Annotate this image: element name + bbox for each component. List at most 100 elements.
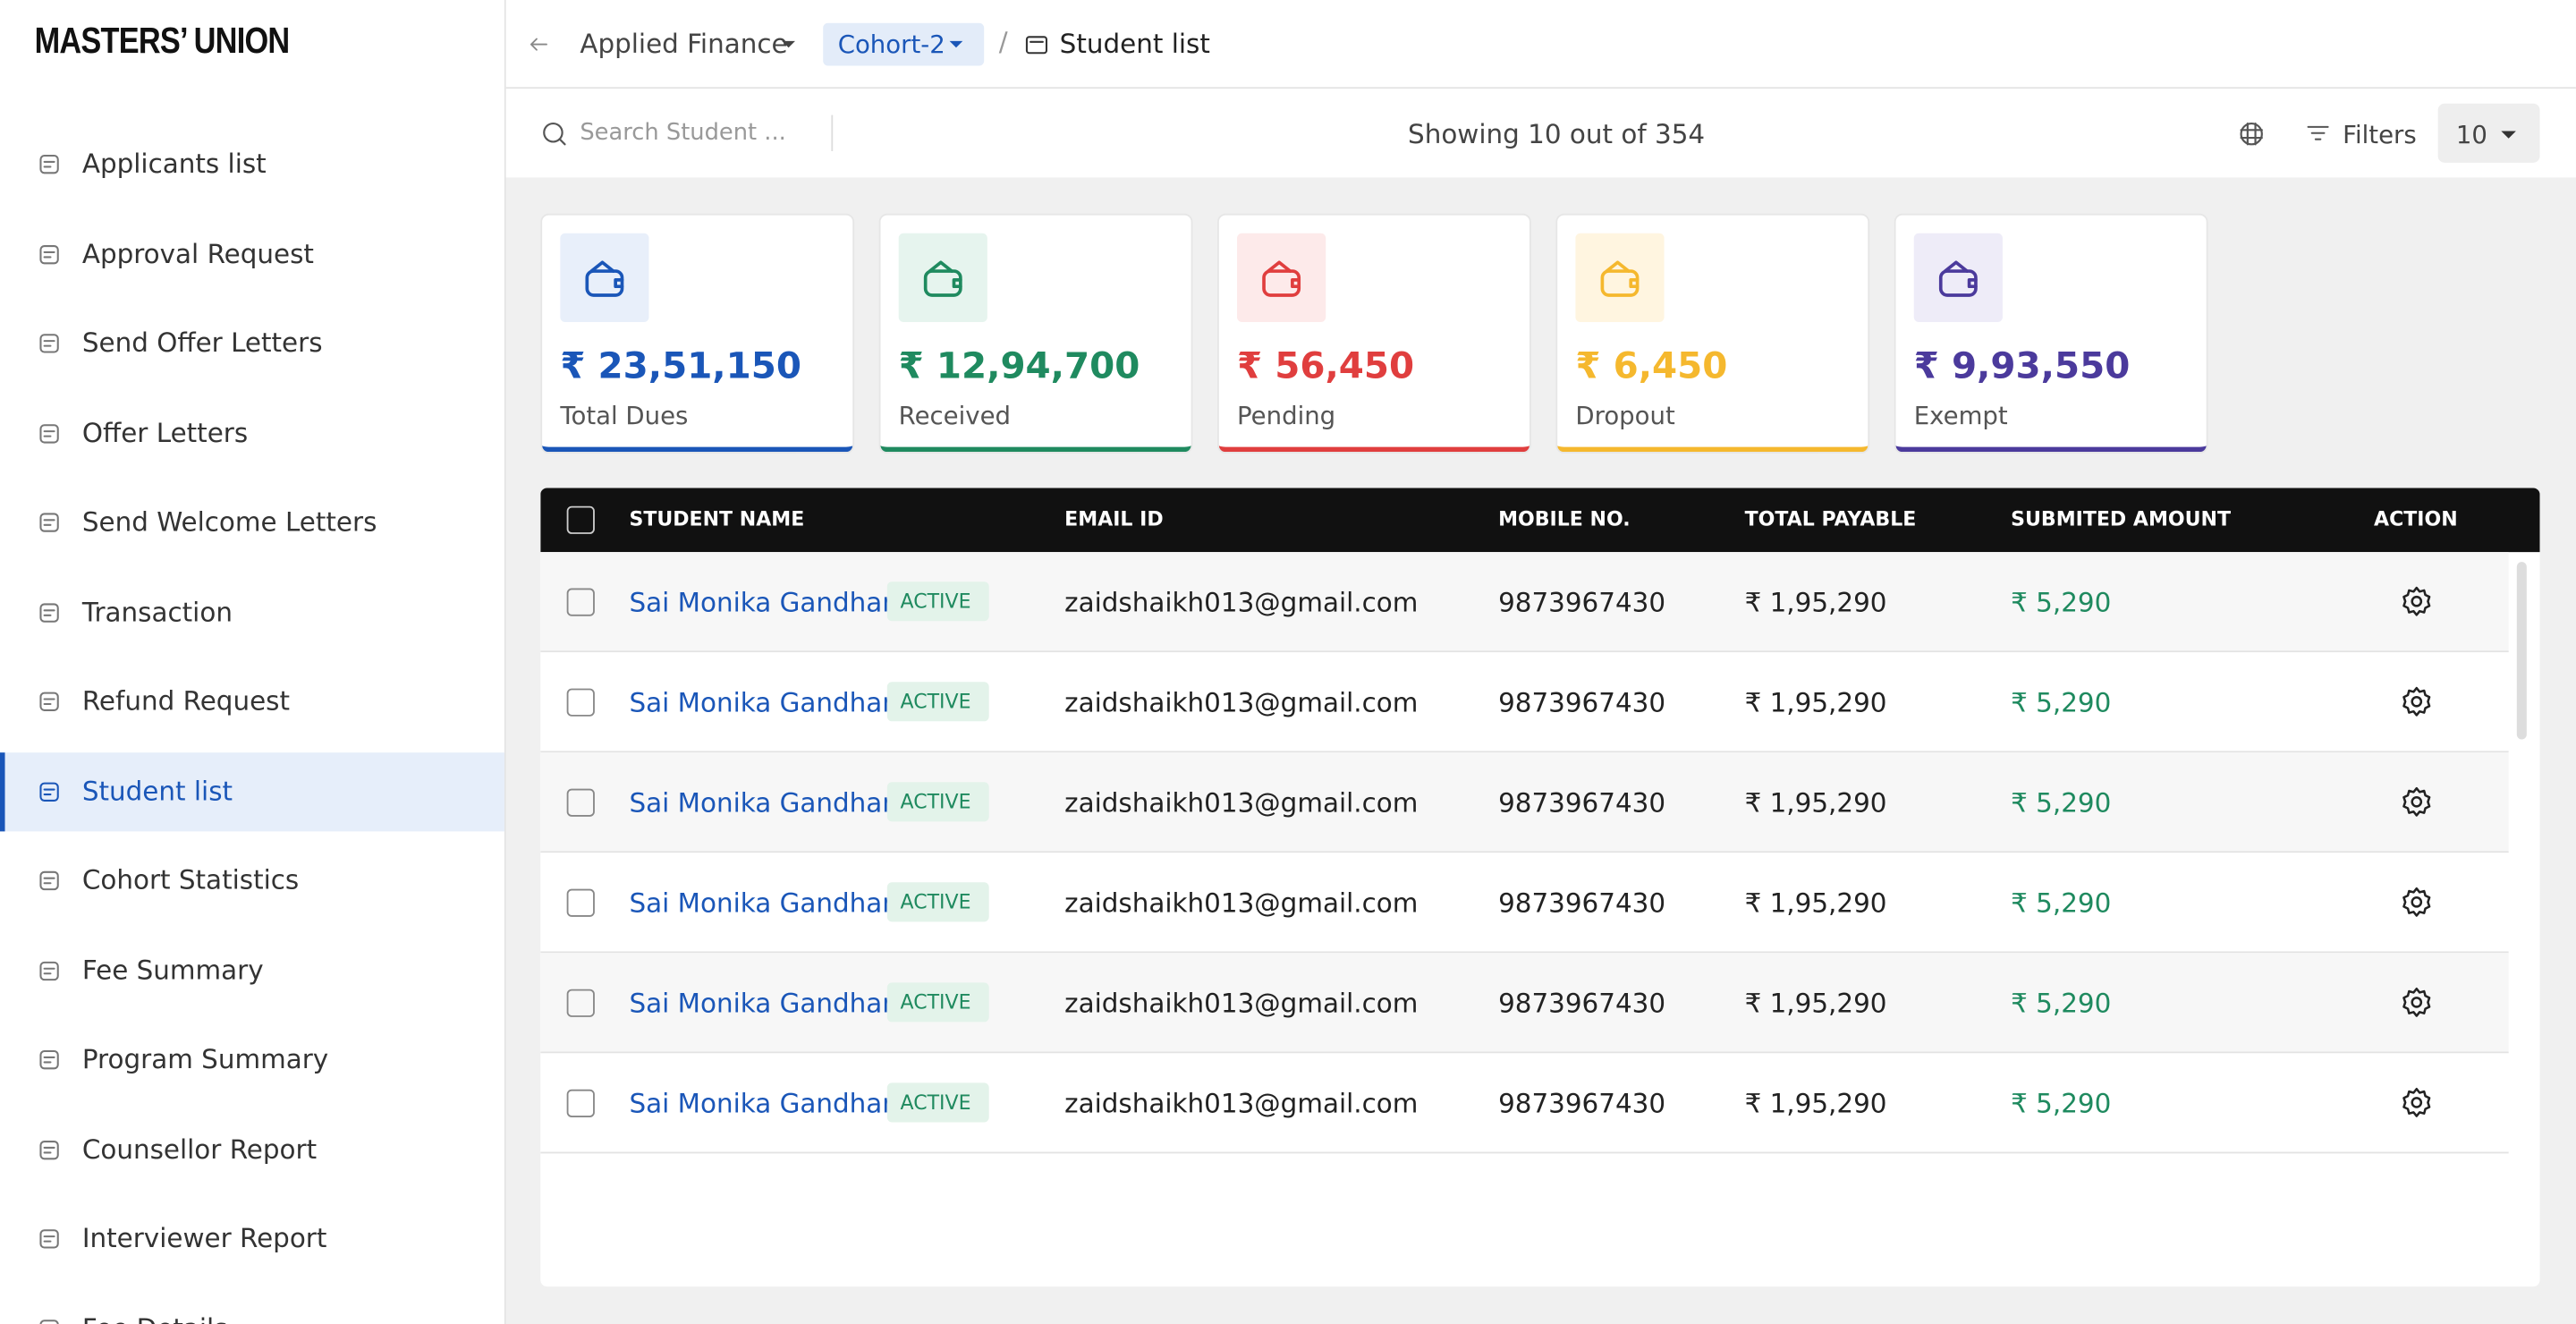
icon-part (39, 781, 59, 802)
card-icon-box (1237, 233, 1326, 322)
toolbar-divider (831, 115, 834, 151)
settings-button[interactable] (2399, 984, 2435, 1020)
sidebar-item[interactable]: Program Summary (0, 1021, 504, 1099)
icon-part (43, 787, 55, 795)
table-row: Sai Monika Gandham ACTIVE zaidshaikh013@gm… (540, 853, 2509, 954)
scrollbar-thumb (2516, 562, 2527, 740)
column-header: MOBILE NO. (1498, 507, 1631, 531)
sidebar-item[interactable]: Student list (0, 751, 504, 831)
icon-part (1600, 269, 1640, 297)
grid-toggle[interactable] (2236, 118, 2267, 149)
icon-part (782, 40, 795, 48)
card-icon (1938, 260, 1978, 297)
icon-part (923, 269, 962, 297)
mobile: 9873967430 (1498, 887, 1666, 919)
icon-part (1291, 278, 1301, 289)
status-badge: ACTIVE (886, 782, 989, 822)
icon-part (2411, 595, 2423, 607)
icon-part (39, 1229, 59, 1249)
cohort-select[interactable]: Cohort-2 (837, 30, 945, 60)
sidebar-item[interactable]: Refund Request (0, 662, 504, 741)
icon-part (2307, 125, 2329, 140)
card-icon (1262, 260, 1301, 297)
icon-part (39, 1140, 59, 1159)
row-checkbox[interactable] (566, 1089, 595, 1117)
sidebar-item[interactable]: Cohort Statistics (0, 841, 504, 920)
submitted-amount: ₹ 5,290 (2011, 786, 2112, 819)
summary-card: ₹ 23,51,150 Total Dues (542, 215, 853, 453)
student-table: STUDENT NAME EMAIL ID MOBILE NO. TOTAL PAYA… (540, 488, 2540, 1287)
sidebar-item[interactable]: Interviewer Report (0, 1200, 504, 1278)
row-checkbox[interactable] (566, 888, 595, 917)
sidebar-icon (39, 244, 59, 264)
row-checkbox[interactable] (566, 688, 595, 717)
email: zaidshaikh013@gmail.com (1064, 887, 1419, 919)
sidebar-item[interactable]: Send Welcome Letters (0, 483, 504, 562)
email: zaidshaikh013@gmail.com (1064, 686, 1419, 718)
student-name[interactable]: Sai Monika Gandham (629, 1087, 908, 1119)
status-badge: ACTIVE (886, 882, 989, 922)
sidebar-label: Offer Letters (81, 416, 249, 448)
column-header: SUBMITED AMOUNT (2011, 507, 2232, 531)
sidebar-item[interactable]: Fee Details (0, 1289, 504, 1324)
card-label: Received (898, 401, 1012, 431)
settings-button[interactable] (2399, 583, 2435, 619)
select-all-checkbox[interactable] (566, 505, 595, 534)
student-name[interactable]: Sai Monika Gandham (629, 586, 908, 618)
search-icon (543, 122, 566, 146)
row-checkbox[interactable] (566, 588, 595, 616)
icon-part (43, 340, 55, 347)
status-label: ACTIVE (900, 990, 971, 1014)
sidebar-item[interactable]: Offer Letters (0, 394, 504, 472)
student-name[interactable]: Sai Monika Gandham (629, 987, 908, 1019)
filters-button[interactable]: Filters (2343, 120, 2417, 150)
sidebar-item[interactable]: Send Offer Letters (0, 304, 504, 383)
back-button[interactable] (526, 31, 552, 57)
settings-button[interactable] (2399, 683, 2435, 719)
icon-part (2411, 997, 2423, 1008)
program-select[interactable]: Applied Finance (580, 28, 788, 60)
sidebar-item[interactable]: Counsellor Report (0, 1110, 504, 1189)
row-checkbox[interactable] (566, 989, 595, 1017)
student-name[interactable]: Sai Monika Gandham (629, 887, 908, 919)
sidebar-item[interactable]: Approval Request (0, 215, 504, 293)
icon-part (43, 608, 55, 615)
header: Applied Finance Cohort-2 / Student list (505, 0, 2576, 89)
mobile: 9873967430 (1498, 786, 1666, 819)
table-header: STUDENT NAME EMAIL ID MOBILE NO. TOTAL PAYA… (540, 488, 2540, 553)
icon-part (558, 138, 566, 146)
status-label: ACTIVE (900, 890, 971, 914)
status-label: ACTIVE (900, 590, 971, 614)
icon-part (1025, 36, 1048, 55)
icon-part (43, 966, 55, 974)
settings-button[interactable] (2399, 1084, 2435, 1120)
icon-part (2402, 686, 2431, 717)
search-input[interactable]: Search Student ... (580, 120, 786, 147)
breadcrumb-separator: / (998, 26, 1008, 58)
student-name[interactable]: Sai Monika Gandham (629, 686, 908, 718)
sidebar-label: Fee Summary (81, 954, 264, 986)
sidebar-item[interactable]: Fee Summary (0, 930, 504, 1009)
sidebar-item[interactable]: Applicants list (0, 125, 504, 204)
icon-part (1267, 260, 1292, 273)
icon-part (39, 870, 59, 891)
summary-card: ₹ 9,93,550 Exempt (1895, 215, 2207, 453)
submitted-amount: ₹ 5,290 (2011, 686, 2112, 718)
settings-button[interactable] (2399, 784, 2435, 819)
column-header: TOTAL PAYABLE (1744, 507, 1917, 531)
icon-part (2402, 786, 2431, 817)
sidebar-item[interactable]: Transaction (0, 573, 504, 651)
page-size-box[interactable] (2437, 103, 2540, 163)
student-name[interactable]: Sai Monika Gandham (629, 786, 908, 819)
card-amount: ₹ 56,450 (1237, 346, 1415, 388)
row-checkbox[interactable] (566, 788, 595, 817)
page-size[interactable]: 10 (2455, 120, 2487, 150)
status-badge: ACTIVE (886, 682, 989, 722)
table-row: Sai Monika Gandham ACTIVE zaidshaikh013@gm… (540, 652, 2509, 753)
settings-button[interactable] (2399, 884, 2435, 920)
icon-part (952, 278, 962, 289)
brand: MASTERS’ UNION (34, 20, 291, 61)
icon-part (39, 960, 59, 980)
